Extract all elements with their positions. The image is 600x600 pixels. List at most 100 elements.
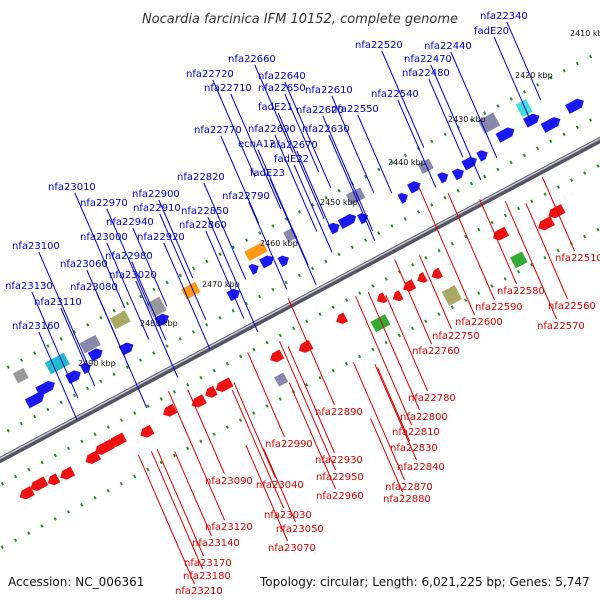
forward-leader-line	[106, 242, 150, 340]
reverse-leader-line	[385, 295, 428, 392]
forward-gene-label: nfa22650	[258, 83, 306, 94]
forward-gene-label-group: nfa22520	[355, 40, 425, 148]
forward-leader-line	[203, 182, 247, 280]
forward-gene-arrow	[277, 255, 289, 267]
forward-gene-arrow	[337, 213, 357, 230]
forward-gene-label: nfa22470	[404, 54, 452, 65]
forward-gene-label: nfa22940	[106, 217, 154, 228]
forward-gene-label-group: nfa22790	[222, 191, 288, 290]
reverse-leader-line	[288, 382, 336, 490]
forward-gene-label: nfa22540	[371, 89, 419, 100]
genome-title: Nocardia farcinica IFM 10152, complete g…	[142, 12, 458, 27]
reverse-leader-line	[394, 259, 432, 345]
reverse-leader-line	[247, 352, 285, 438]
feature-block	[515, 99, 533, 118]
forward-leader-line	[430, 64, 482, 181]
reverse-gene-label-group: nfa23070	[245, 445, 316, 554]
reverse-leader-line	[374, 364, 417, 461]
forward-gene-label: nfa22520	[355, 40, 403, 51]
reverse-leader-line	[367, 292, 420, 411]
forward-gene-label: nfa22340	[480, 11, 528, 22]
forward-gene-label-group: nfa23010	[48, 182, 126, 309]
reverse-gene-arrow	[538, 216, 555, 231]
reverse-gene-label-group: nfa23090	[187, 389, 253, 487]
reverse-leader-line	[263, 448, 296, 523]
reverse-leader-line	[355, 296, 412, 426]
forward-gene-label-group: fadE23	[250, 168, 317, 285]
reverse-gene-label-group: nfa22800	[367, 292, 448, 423]
forward-gene-label-group: nfa22660	[228, 54, 294, 153]
forward-leader-line	[296, 150, 332, 230]
reverse-gene-arrow	[403, 279, 417, 292]
forward-gene-label: nfa22670	[270, 140, 318, 151]
reverse-leader-line	[231, 390, 284, 509]
forward-gene-label: nfa22660	[228, 54, 276, 65]
forward-gene-arrow	[248, 264, 259, 275]
reverse-gene-arrow	[336, 312, 348, 324]
reverse-gene-label: nfa23120	[205, 522, 253, 533]
feature-block	[109, 310, 131, 330]
reverse-gene-label: nfa23140	[192, 538, 240, 549]
forward-gene-label: nfa22860	[179, 220, 227, 231]
reverse-gene-label: nfa22960	[316, 491, 364, 502]
forward-leader-line	[159, 213, 207, 320]
forward-gene-arrow	[357, 213, 368, 225]
forward-gene-label: nfa23080	[70, 282, 118, 293]
feature-block	[274, 372, 289, 387]
reverse-leader-line	[542, 177, 575, 252]
reverse-leader-line	[419, 255, 452, 330]
reverse-gene-label: nfa23180	[183, 571, 231, 582]
forward-gene-label-group: nfa22650	[258, 83, 320, 173]
reverse-gene-label-group: nfa23210	[138, 455, 223, 597]
forward-gene-label: fadE20	[474, 26, 509, 37]
feature-block	[370, 314, 391, 333]
forward-leader-line	[31, 291, 79, 398]
feature-block	[44, 352, 70, 375]
reverse-gene-label-group: nfa22890	[287, 298, 363, 418]
kbp-tick-label: 2460 kbp	[260, 239, 298, 248]
reverse-gene-arrow	[298, 339, 314, 353]
genome-backbone	[0, 136, 600, 464]
feature-block	[477, 112, 501, 134]
reverse-leader-line	[156, 449, 204, 557]
forward-gene-label-group: nfa22900	[132, 189, 194, 279]
forward-gene-arrow	[540, 117, 561, 133]
forward-gene-label: nfa22710	[204, 83, 252, 94]
forward-gene-label-group: nfa23020	[109, 270, 179, 378]
forward-gene-label-group: fadE20	[474, 26, 533, 125]
kbp-tick-label: 2410 kbp	[570, 29, 600, 38]
reverse-gene-arrow	[163, 403, 178, 417]
forward-gene-label: nfa22850	[181, 206, 229, 217]
reverse-gene-arrow	[270, 349, 285, 363]
forward-gene-label: nfa23130	[5, 281, 53, 292]
forward-gene-label-group: nfa22440	[424, 41, 498, 158]
forward-leader-line	[328, 134, 376, 241]
reverse-gene-label-group: nfa22750	[419, 255, 480, 342]
forward-gene-label-group: nfa22860	[179, 220, 245, 319]
reverse-gene-label: nfa22990	[265, 439, 313, 450]
reverse-gene-label: nfa23070	[268, 543, 316, 554]
reverse-gene-arrow	[376, 292, 388, 304]
reverse-gene-label: nfa22810	[392, 427, 440, 438]
forward-gene-label-group: nfa22630	[302, 124, 376, 241]
reverse-leader-line	[418, 186, 475, 316]
forward-gene-label-group: fadE22	[274, 154, 333, 253]
forward-gene-label-group: nfa22610	[305, 85, 375, 193]
forward-leader-line	[96, 292, 148, 409]
forward-leader-line	[381, 50, 425, 148]
forward-gene-label-group: nfa22470	[404, 54, 482, 181]
forward-leader-line	[220, 135, 260, 224]
forward-gene-labels: nfa22340 fadE20 nfa22520 nfa22440 nfa22470 nf…	[5, 11, 542, 420]
forward-gene-label: nfa22720	[186, 69, 234, 80]
forward-gene-arrow	[565, 98, 584, 114]
reverse-gene-arrow	[60, 466, 76, 480]
forward-leader-line	[506, 21, 542, 101]
forward-gene-arrow	[522, 113, 540, 128]
reverse-gene-arrow	[492, 226, 510, 241]
reverse-gene-label-group: nfa22510	[542, 177, 600, 264]
forward-gene-label: nfa22970	[80, 198, 128, 209]
reverse-leader-line	[287, 298, 335, 406]
forward-gene-label: nfa22910	[133, 203, 181, 214]
forward-gene-label: nfa22440	[424, 41, 472, 52]
forward-leader-line	[257, 149, 309, 266]
